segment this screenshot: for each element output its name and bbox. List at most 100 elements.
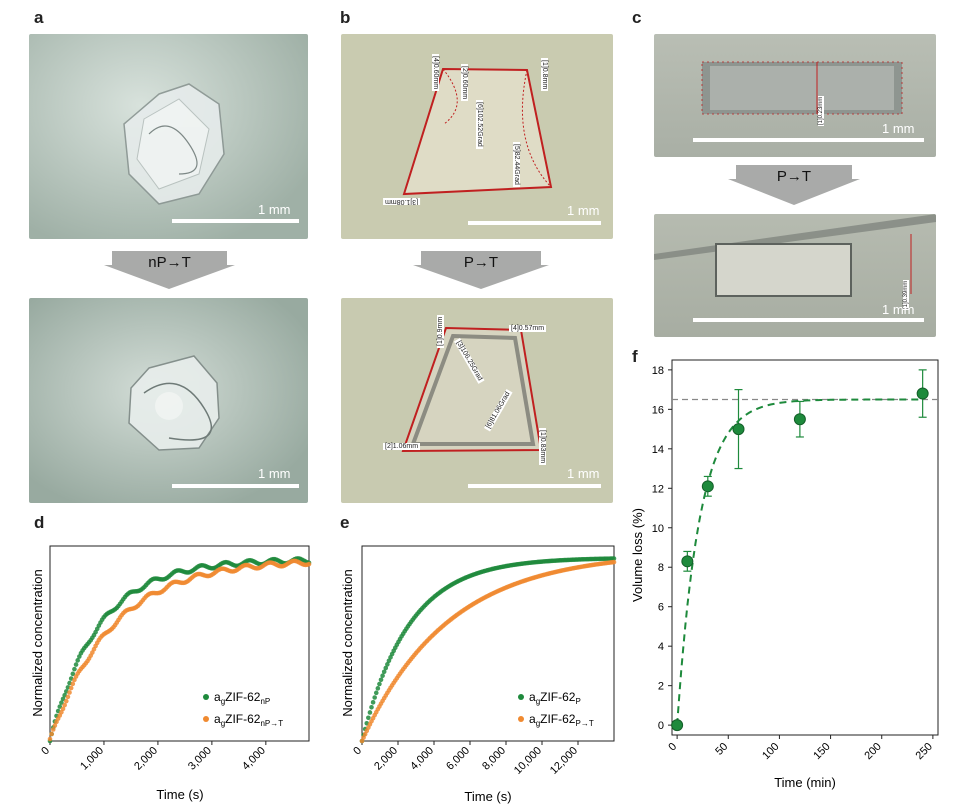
chart-e-ylabel: Normalized concentration bbox=[340, 569, 355, 716]
x-tick-label: 4,000 bbox=[240, 745, 268, 773]
measure-b-bottom-2: [4]0.57mm bbox=[509, 325, 547, 332]
chart-e: Normalized concentration Time (s) 0 2,000… bbox=[340, 545, 617, 804]
chart-e-legend: agZIF-62P agZIF-62P→T bbox=[518, 690, 594, 728]
scale-label-c-bottom: 1 mm bbox=[882, 302, 915, 317]
scale-bar-b-top bbox=[468, 221, 601, 225]
legend-marker-e-2 bbox=[518, 716, 524, 722]
data-point-2 bbox=[67, 690, 72, 695]
panel-letter-a: a bbox=[34, 8, 44, 27]
data-point-1 bbox=[383, 665, 389, 671]
y-tick-label: 8 bbox=[658, 562, 664, 574]
panel-letter-b: b bbox=[340, 8, 351, 27]
scale-label-b-top: 1 mm bbox=[567, 203, 600, 218]
x-tick-label: 0 bbox=[39, 745, 52, 758]
crystal-a-bottom bbox=[128, 355, 220, 451]
chart-d-frame bbox=[49, 545, 310, 742]
down-arrow-icon bbox=[728, 165, 860, 205]
micrograph-b-bottom bbox=[341, 298, 613, 503]
y-tick-label: 16 bbox=[652, 404, 664, 416]
x-tick-label: 1,000 bbox=[78, 745, 106, 773]
data-point bbox=[916, 387, 929, 400]
data-point-1 bbox=[366, 715, 371, 721]
x-tick-label: 100 bbox=[760, 741, 781, 762]
micrograph-c-bottom bbox=[654, 214, 936, 337]
x-tick-label: 2,000 bbox=[372, 745, 400, 773]
chart-d-ylabel: Normalized concentration bbox=[30, 569, 45, 716]
x-tick-label: 12,000 bbox=[548, 745, 580, 777]
crystal-c-bottom bbox=[654, 214, 936, 297]
data-point bbox=[671, 719, 684, 732]
data-point-1 bbox=[611, 556, 617, 561]
data-point-2 bbox=[63, 698, 69, 704]
data-point-2 bbox=[611, 559, 617, 565]
data-point bbox=[681, 555, 694, 568]
x-tick-label: 10,000 bbox=[512, 745, 544, 777]
scale-bar-a-bottom bbox=[172, 484, 299, 488]
legend-label-d-2: agZIF-62nP→T bbox=[214, 712, 283, 728]
scale-label-a-bottom: 1 mm bbox=[258, 466, 291, 481]
legend-label-e-1: agZIF-62P bbox=[529, 690, 581, 706]
data-point-1 bbox=[386, 658, 392, 664]
x-tick-label: 2,000 bbox=[132, 745, 160, 773]
y-tick-label: 12 bbox=[652, 483, 664, 495]
x-tick-label: 3,000 bbox=[186, 745, 214, 773]
chart-d: Normalized concentration Time (s) 0 1,000… bbox=[30, 545, 312, 802]
data-point-1 bbox=[72, 666, 77, 672]
panel-letter-d: d bbox=[34, 513, 45, 532]
arrow-label-b: P→T bbox=[463, 254, 499, 271]
data-point-1 bbox=[370, 700, 376, 705]
x-tick-label: 200 bbox=[862, 741, 883, 762]
down-arrow-icon bbox=[413, 251, 549, 289]
down-arrow-icon bbox=[104, 251, 235, 289]
chart-f-frame bbox=[671, 359, 939, 736]
measure-b-top-2: [2]0.60mm bbox=[461, 64, 468, 102]
y-tick-label: 4 bbox=[658, 641, 664, 653]
scale-bar-a-top bbox=[172, 219, 299, 223]
y-tick-label: 10 bbox=[652, 523, 664, 535]
data-point-1 bbox=[369, 704, 374, 710]
measure-b-top-4: [6]102.52Grad bbox=[476, 100, 483, 149]
data-point-1 bbox=[380, 673, 385, 679]
x-tick-label: 150 bbox=[811, 741, 832, 762]
data-point-1 bbox=[375, 686, 381, 691]
chart-d-legend: agZIF-62nP agZIF-62nP→T bbox=[203, 690, 283, 728]
data-point-2 bbox=[59, 709, 64, 715]
measure-b-top-6: [3]1.08mm bbox=[383, 198, 421, 205]
micrograph-a-top bbox=[29, 34, 308, 239]
y-tick-label: 6 bbox=[658, 602, 664, 614]
legend-marker-d-1 bbox=[203, 694, 209, 700]
data-point-1 bbox=[377, 681, 382, 687]
measure-b-top-1: [4]0.60mm bbox=[432, 54, 439, 92]
arrow-b: P→T bbox=[413, 251, 549, 289]
x-tick-label: 0 bbox=[351, 745, 364, 758]
data-point-2 bbox=[65, 694, 71, 700]
data-point-1 bbox=[75, 658, 80, 663]
data-point-1 bbox=[57, 704, 63, 709]
measure-b-bottom-6: [1]0.83mm bbox=[539, 428, 546, 466]
data-point bbox=[793, 413, 806, 426]
x-tick-label: 0 bbox=[666, 741, 679, 754]
measure-c-top: [1]0.23mm bbox=[818, 95, 824, 126]
data-point-1 bbox=[385, 662, 390, 667]
data-point-1 bbox=[59, 700, 64, 705]
data-point-1 bbox=[378, 677, 384, 683]
scale-label-b-bottom: 1 mm bbox=[567, 466, 600, 481]
data-point-1 bbox=[367, 710, 373, 715]
measure-b-bottom-5: [2]1.06mm bbox=[383, 443, 421, 450]
arrow-a: nP→T bbox=[104, 251, 235, 289]
data-point-2 bbox=[52, 723, 58, 728]
legend-label-d-1: agZIF-62nP bbox=[214, 690, 270, 706]
data-point-1 bbox=[73, 662, 79, 667]
scale-label-a-top: 1 mm bbox=[258, 202, 291, 217]
data-point-2 bbox=[359, 738, 365, 744]
legend-marker-e-1 bbox=[518, 694, 524, 700]
x-tick-label: 6,000 bbox=[444, 745, 472, 773]
x-tick-label: 50 bbox=[713, 741, 730, 758]
y-tick-label: 0 bbox=[658, 720, 664, 732]
data-point-2 bbox=[306, 561, 312, 567]
crystal-a-top bbox=[123, 83, 225, 205]
y-tick-label: 14 bbox=[652, 444, 664, 456]
chart-d-xlabel: Time (s) bbox=[156, 787, 203, 802]
data-point-1 bbox=[70, 671, 76, 677]
fit-curve bbox=[676, 398, 923, 726]
